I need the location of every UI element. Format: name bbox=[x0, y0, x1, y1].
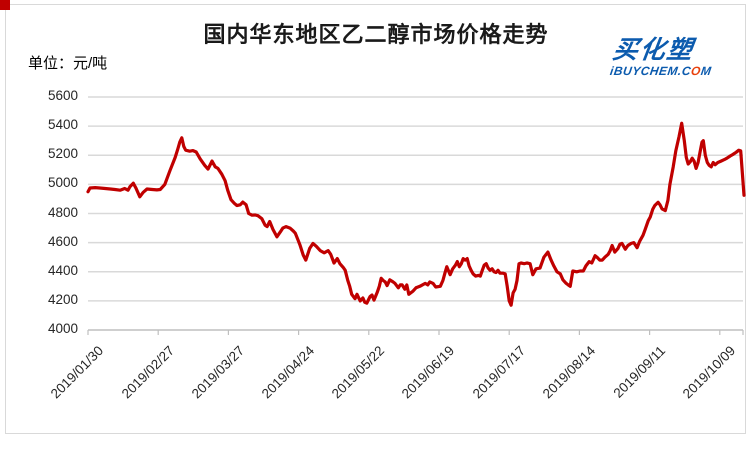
y-axis-tick-label: 4400 bbox=[47, 262, 78, 278]
y-axis-tick-label: 4000 bbox=[47, 321, 78, 336]
y-axis-tick-label: 5000 bbox=[47, 175, 78, 191]
page-title: 国内华东地区乙二醇市场价格走势 bbox=[203, 22, 549, 47]
y-axis-tick-label: 4200 bbox=[47, 291, 78, 307]
y-axis-tick-label: 5200 bbox=[47, 146, 78, 162]
price-line bbox=[86, 121, 746, 307]
y-axis-tick-label: 4800 bbox=[47, 204, 78, 220]
corner-accent bbox=[0, 0, 10, 10]
y-axis-tick-label: 4600 bbox=[47, 233, 78, 249]
chart-border bbox=[5, 4, 746, 434]
unit-label: 单位：元/吨 bbox=[28, 55, 108, 72]
y-axis-tick-label: 5400 bbox=[47, 117, 78, 133]
y-axis-tick-label: 5600 bbox=[47, 88, 78, 103]
